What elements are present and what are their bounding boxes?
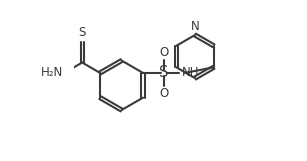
Text: S: S — [79, 26, 86, 39]
Text: O: O — [159, 46, 168, 59]
Text: NH: NH — [182, 66, 200, 79]
Text: H₂N: H₂N — [41, 66, 63, 79]
Text: O: O — [159, 87, 168, 100]
Text: S: S — [159, 65, 169, 80]
Text: N: N — [191, 20, 199, 33]
